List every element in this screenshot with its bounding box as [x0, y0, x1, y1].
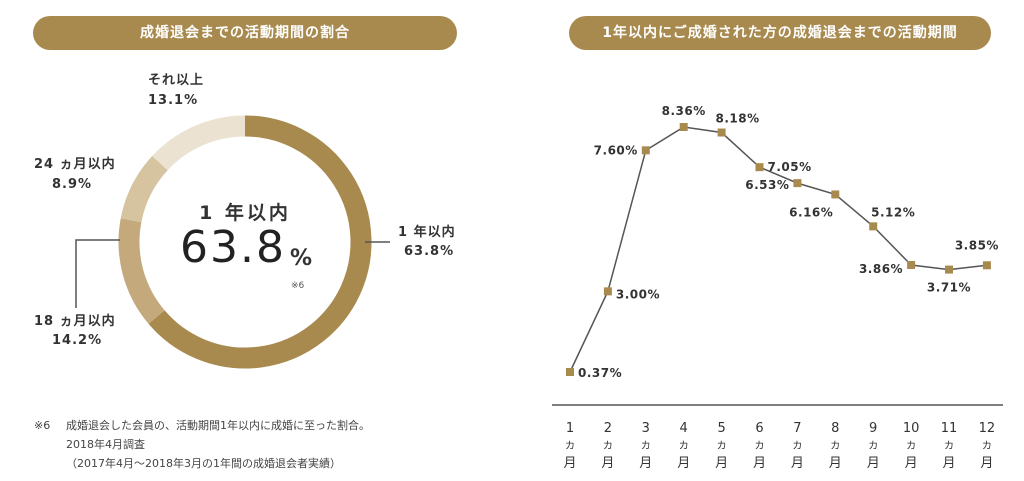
- x-tick-unit-month: 月: [905, 456, 918, 471]
- x-tick-unit-ka: カ: [944, 440, 954, 452]
- x-tick-unit-ka: カ: [792, 440, 802, 452]
- x-tick-unit-month: 月: [753, 456, 766, 471]
- label-one-year-pct: 63.8%: [404, 244, 455, 259]
- data-label-5: 8.18%: [716, 112, 760, 126]
- data-point-10: [907, 260, 916, 269]
- donut-center-title: 1 年以内: [199, 202, 291, 224]
- label-over-pct: 13.1%: [148, 93, 199, 108]
- data-point-4: [679, 123, 688, 131]
- x-tick-label-1: 1: [566, 421, 574, 436]
- leader-line-eighteen: [75, 239, 120, 308]
- label-over-name: それ以上: [148, 73, 205, 88]
- x-tick-unit-month: 月: [677, 456, 690, 471]
- data-label-4: 8.36%: [662, 104, 706, 118]
- data-point-11: [945, 265, 953, 274]
- x-tick-unit-ka: カ: [603, 440, 613, 452]
- x-tick-unit-ka: カ: [906, 440, 916, 452]
- x-tick-unit-month: 月: [563, 456, 576, 471]
- donut-center-unit: %: [290, 246, 313, 271]
- label-twentyfour-name: 24 ヵ月以内: [34, 157, 116, 172]
- x-tick-unit-ka: カ: [868, 440, 878, 452]
- donut-center-value: 63.8: [180, 222, 286, 273]
- x-tick-unit-ka: カ: [679, 440, 689, 452]
- x-tick-unit-month: 月: [980, 456, 993, 471]
- x-tick-unit-month: 月: [791, 456, 804, 471]
- data-label-12: 3.85%: [955, 238, 999, 252]
- x-tick-unit-ka: カ: [641, 440, 651, 452]
- x-tick-unit-month: 月: [715, 456, 728, 471]
- x-tick-unit-ka: カ: [830, 440, 840, 452]
- series-line: [569, 126, 987, 373]
- footnote-mark: ※6: [34, 419, 51, 432]
- x-tick-label-9: 9: [869, 421, 877, 436]
- data-point-6: [755, 163, 764, 172]
- label-eighteen-name: 18 ヵ月以内: [34, 314, 116, 329]
- line-chart-header: 1年以内にご成婚された方の成婚退会までの活動期間: [569, 16, 991, 50]
- x-tick-unit-month: 月: [601, 456, 614, 471]
- label-eighteen-pct: 14.2%: [52, 333, 103, 348]
- x-tick-unit-month: 月: [867, 456, 880, 471]
- donut-segment-twentyfour-months: [120, 155, 168, 223]
- donut-segment-one-year: [148, 115, 372, 369]
- x-tick-label-12: 12: [979, 421, 996, 436]
- data-point-12: [982, 261, 991, 270]
- x-tick-label-11: 11: [941, 421, 958, 436]
- x-tick-label-3: 3: [642, 421, 650, 436]
- data-point-7: [793, 179, 802, 188]
- x-tick-unit-month: 月: [829, 456, 842, 471]
- footnote-line2: 2018年4月調査: [66, 438, 145, 451]
- data-point-1: [566, 368, 574, 376]
- x-tick-unit-ka: カ: [755, 440, 765, 452]
- donut-segment-over: [152, 115, 246, 171]
- footnote-line1: 成婚退会した会員の、活動期間1年以内に成婚に至った割合。: [66, 419, 370, 432]
- data-label-6: 7.05%: [768, 160, 812, 174]
- footnote-line3: （2017年4月～2018年3月の1年間の成婚退会者実績）: [66, 457, 341, 470]
- data-label-8: 6.16%: [789, 205, 833, 219]
- x-tick-label-6: 6: [755, 421, 763, 436]
- data-point-9: [869, 222, 878, 231]
- x-tick-unit-month: 月: [639, 456, 652, 471]
- x-tick-unit-month: 月: [942, 456, 955, 471]
- data-label-9: 5.12%: [871, 205, 915, 219]
- data-point-2: [603, 287, 612, 296]
- data-label-1: 0.37%: [578, 366, 622, 380]
- data-label-10: 3.86%: [859, 262, 903, 276]
- donut-center-note: ※6: [291, 281, 305, 291]
- data-label-7: 6.53%: [745, 178, 789, 192]
- donut-chart-header: 成婚退会までの活動期間の割合: [33, 16, 457, 50]
- label-twentyfour-pct: 8.9%: [52, 177, 93, 192]
- data-point-3: [641, 146, 650, 155]
- x-tick-label-5: 5: [717, 421, 725, 436]
- data-label-3: 7.60%: [594, 143, 638, 157]
- x-tick-label-8: 8: [831, 421, 839, 436]
- x-tick-label-2: 2: [604, 421, 612, 436]
- x-tick-unit-ka: カ: [717, 440, 727, 452]
- label-one-year-name: 1 年以内: [398, 225, 456, 240]
- x-tick-label-4: 4: [680, 421, 688, 436]
- data-label-11: 3.71%: [927, 281, 971, 295]
- data-point-8: [831, 190, 840, 199]
- x-tick-label-7: 7: [793, 421, 801, 436]
- data-label-2: 3.00%: [616, 287, 660, 301]
- x-tick-unit-ka: カ: [982, 440, 992, 452]
- x-tick-unit-ka: カ: [565, 440, 575, 452]
- data-point-5: [717, 128, 726, 137]
- donut-segment-eighteen-months: [118, 218, 165, 324]
- x-tick-label-10: 10: [903, 421, 920, 436]
